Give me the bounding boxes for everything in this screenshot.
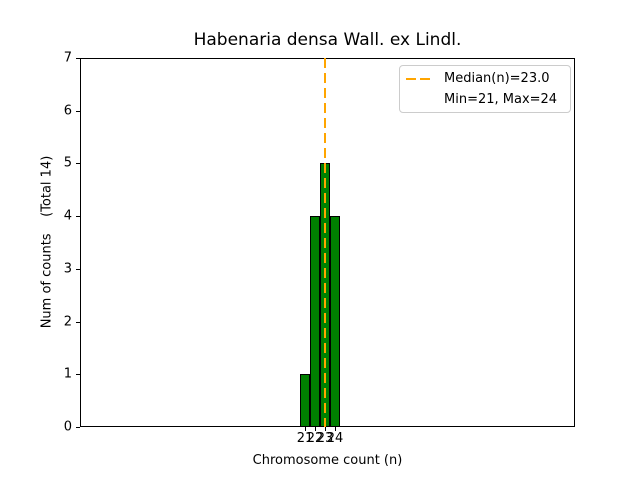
y-tick-mark [76,110,80,112]
y-tick-label: 2 [63,314,72,330]
histogram-bar [300,374,310,427]
y-tick-mark [76,268,80,270]
y-tick-label: 6 [63,103,72,119]
y-tick-label: 5 [63,155,72,171]
y-tick-label: 0 [63,419,72,435]
y-axis-label: Num of counts (Total 14) [39,155,55,329]
x-tick-label: 21 [296,431,314,446]
histogram-bar [330,216,340,427]
legend-box: Median(n)=23.0 Min=21, Max=24 [399,65,571,113]
median-line [324,58,326,427]
legend-label-median: Median(n)=23.0 [444,71,550,86]
y-tick-label: 4 [63,208,72,224]
legend-entry-minmax: Min=21, Max=24 [406,89,564,110]
y-tick-mark [76,321,80,323]
y-tick-mark [76,374,80,376]
x-tick-mark [315,427,316,431]
y-tick-label: 1 [63,366,72,382]
x-tick-label: 24 [326,431,344,446]
y-tick-mark [76,163,80,165]
x-tick-mark [325,427,326,431]
legend-sample-spacer [406,99,430,101]
histogram-bar [310,216,320,427]
legend-label-minmax: Min=21, Max=24 [444,92,558,107]
y-tick-mark [76,216,80,218]
y-tick-label: 3 [63,261,72,277]
y-tick-mark [76,58,80,59]
legend-entry-median: Median(n)=23.0 [406,68,564,89]
x-tick-label: 23 [316,431,334,446]
x-tick-label: 22 [306,431,324,446]
dashed-line-sample-icon [406,77,430,80]
x-tick-mark [335,427,336,431]
y-tick-mark [76,427,80,428]
y-tick-label: 7 [63,50,72,66]
x-tick-mark [305,427,306,431]
chart-title: Habenaria densa Wall. ex Lindl. [193,30,462,50]
x-axis-label: Chromosome count (n) [252,453,403,468]
